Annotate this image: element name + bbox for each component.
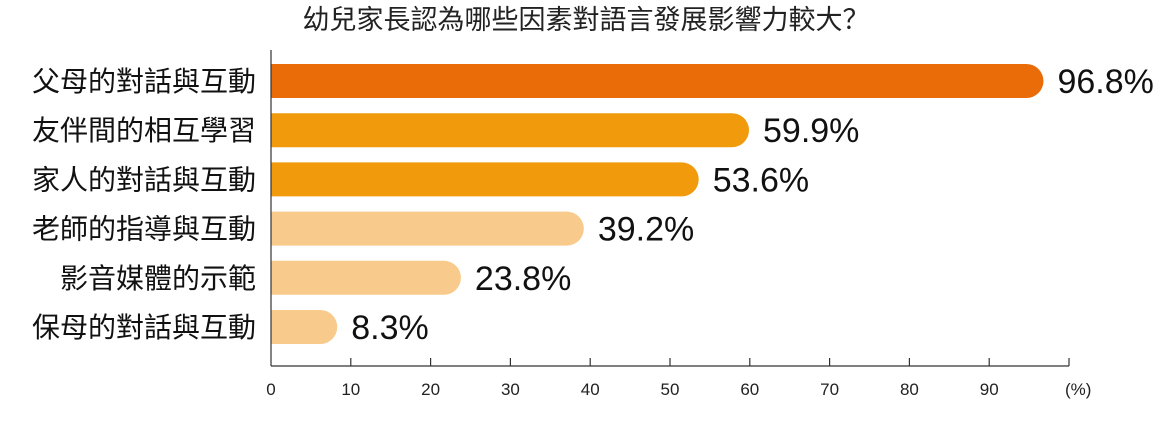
x-tick-label: 10 <box>341 380 360 399</box>
data-label: 53.6% <box>713 161 809 199</box>
data-label: 39.2% <box>598 211 694 249</box>
category-label: 保母的對話與互動 <box>32 311 256 344</box>
x-tick-label: 50 <box>661 380 680 399</box>
bar <box>271 64 1044 98</box>
bar <box>271 310 338 344</box>
category-label: 家人的對話與互動 <box>32 163 256 196</box>
x-tick-label: 30 <box>501 380 520 399</box>
x-tick-label: 60 <box>740 380 759 399</box>
category-label: 老師的指導與互動 <box>32 213 256 246</box>
category-label: 父母的對話與互動 <box>32 65 256 98</box>
x-tick-label: 20 <box>421 380 440 399</box>
bar <box>271 113 749 148</box>
data-label: 59.9% <box>763 112 859 150</box>
x-tick-label: 70 <box>820 380 839 399</box>
x-tick-label: 40 <box>581 380 600 399</box>
x-tick-label: 80 <box>900 380 919 399</box>
category-label: 友伴間的相互學習 <box>32 114 256 147</box>
data-label: 8.3% <box>351 309 429 347</box>
category-label: 影音媒體的示範 <box>60 262 256 295</box>
data-label: 23.8% <box>475 260 571 298</box>
x-axis: 0 10 20 30 40 50 60 70 80 90 <box>266 50 1070 399</box>
data-label: 96.8% <box>1057 63 1153 101</box>
x-tick-label: 0 <box>266 380 275 399</box>
chart-title: 幼兒家長認為哪些因素對語言發展影響力較大？ <box>303 5 870 36</box>
bars-layer: 父母的對話與互動 96.8% 友伴間的相互學習 59.9% 家人的對話與互動 53.6% 老… <box>32 63 1154 347</box>
bar <box>271 260 461 295</box>
bar <box>271 211 584 246</box>
x-axis-unit: (%) <box>1065 380 1091 399</box>
bar <box>271 162 699 197</box>
x-tick-label: 90 <box>980 380 999 399</box>
